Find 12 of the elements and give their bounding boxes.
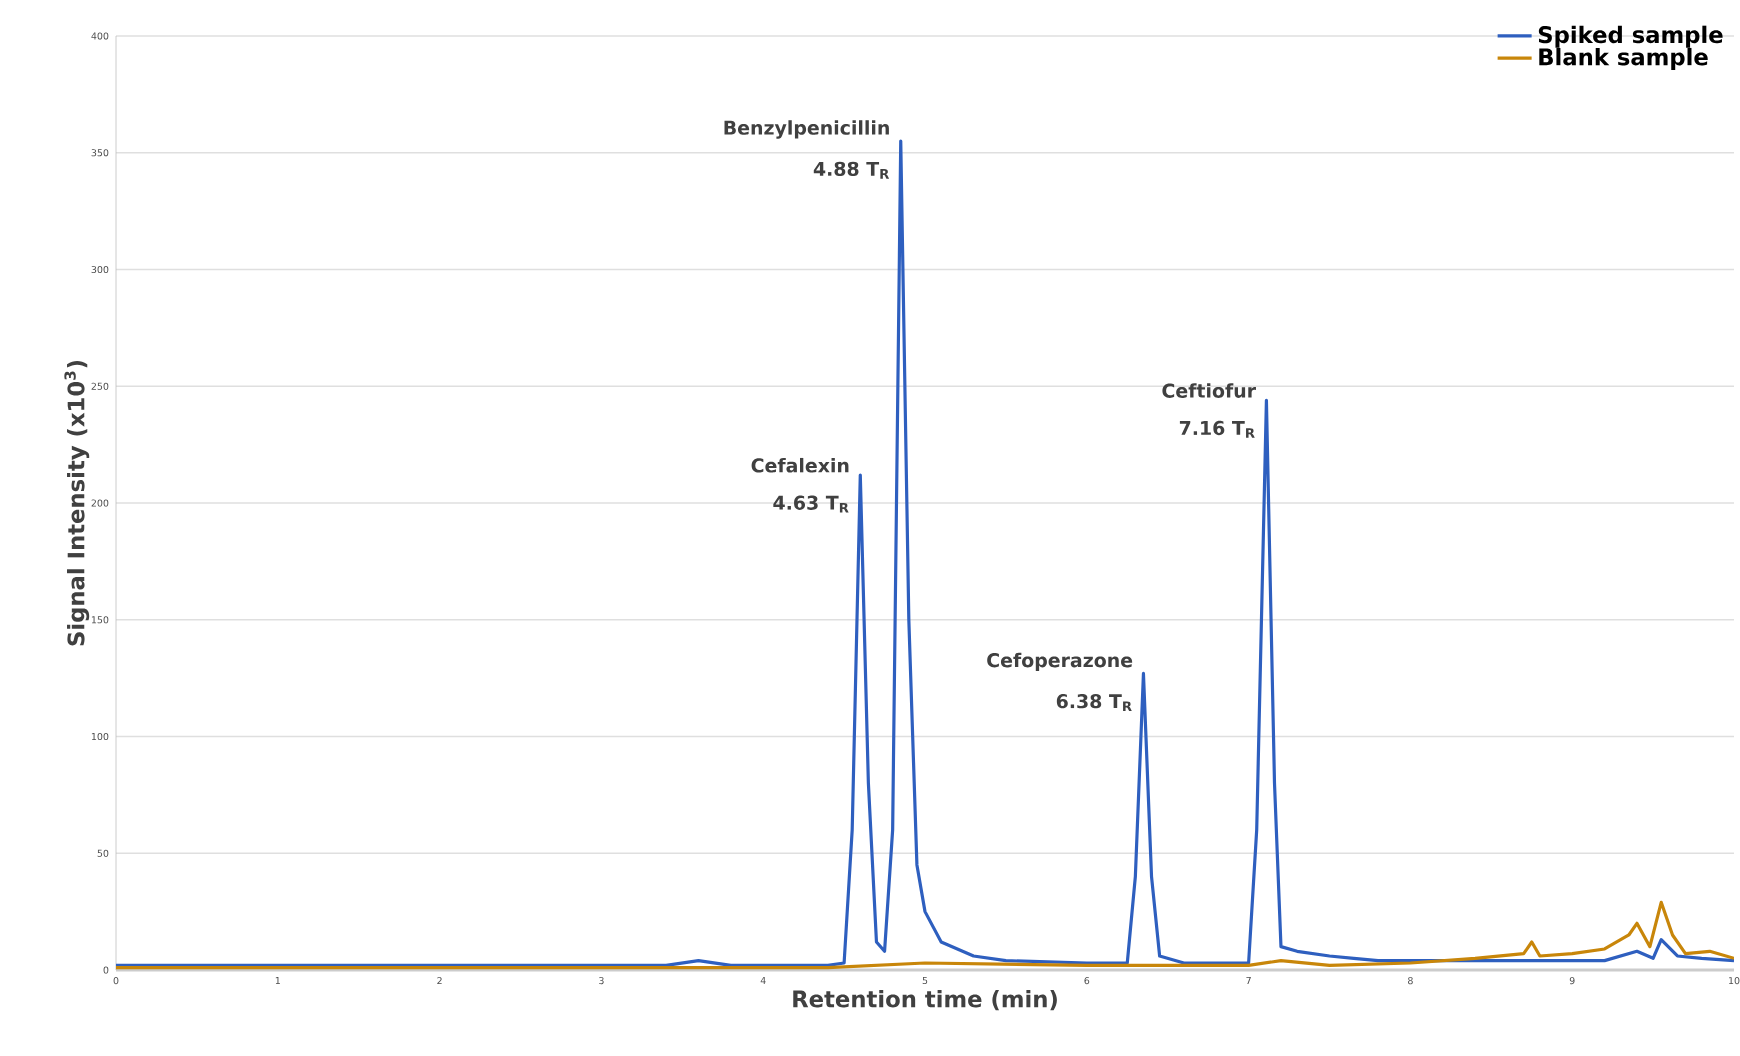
annotation: Benzylpenicillin [724, 120, 889, 139]
annotation: Cefalexin [751, 457, 849, 473]
annotation: Cefoperazone [987, 652, 1133, 672]
y-axis-title: Signal Intensity (x10$^{3}$) [64, 360, 90, 646]
legend-label: Spiked sample [1538, 25, 1723, 48]
annotation: 6.38 T$_{R}$ [1056, 694, 1132, 712]
legend-label: Blank sample [1539, 47, 1708, 70]
x-axis-title: Retention time (min) [793, 989, 1057, 1011]
annotation: 7.16 T$_{R}$ [1179, 420, 1255, 438]
annotation: 4.88 T$_{R}$ [813, 161, 890, 179]
annotation: 4.63 T$_{R}$ [773, 495, 849, 513]
annotation: Ceftiofur [1162, 383, 1256, 398]
